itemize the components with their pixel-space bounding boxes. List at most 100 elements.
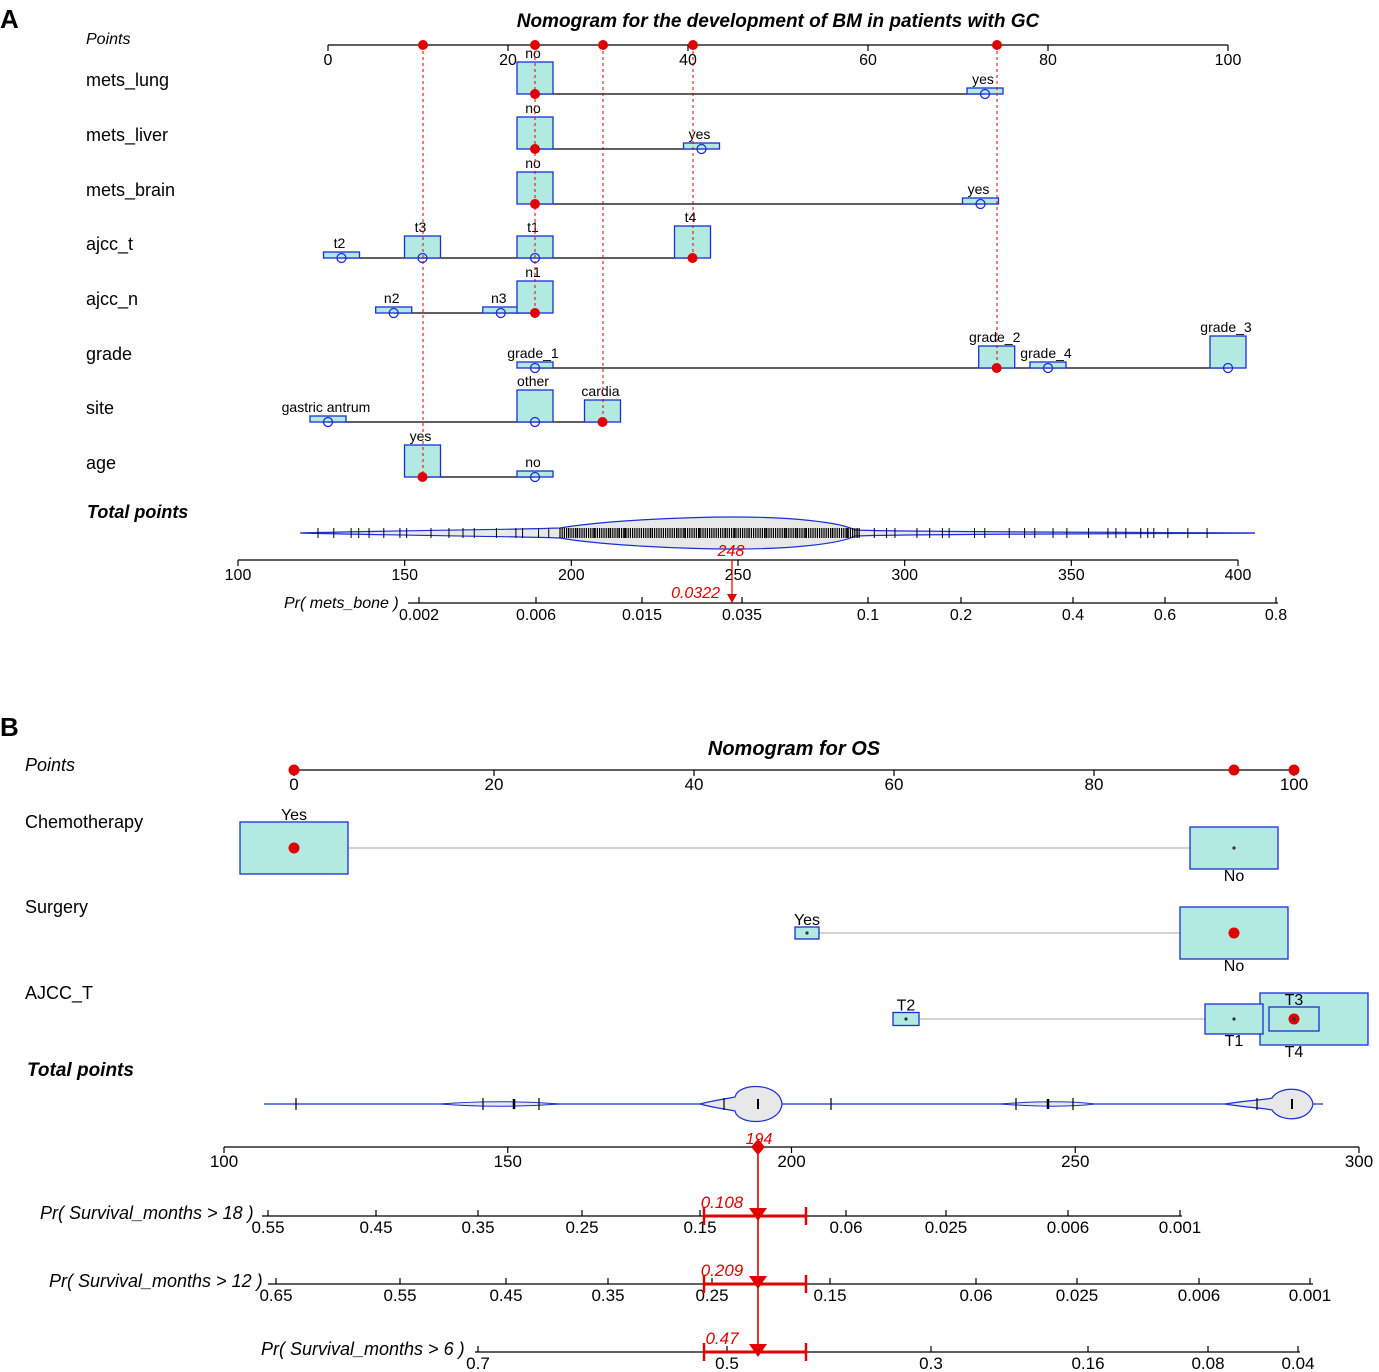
a-selected-point (417, 472, 428, 482)
panel-b-points-label: Points (25, 755, 75, 775)
a-level-label-yes: yes (972, 71, 994, 87)
panel-b: B Nomogram for OS Points 0 20 40 60 80 100 Ye… (0, 712, 1373, 1372)
a-points-axis-marker (688, 40, 698, 50)
panel-b-total-density (264, 1085, 1323, 1123)
a-level-box-t2 (322, 251, 361, 259)
a-row-mets-brain: no yes (516, 155, 1000, 210)
a-level-box-other (516, 389, 554, 423)
b-level-label-t3: T3 (1285, 992, 1304, 1009)
b-prob-axis-label: Pr( Survival_months > 6 ) (261, 1339, 465, 1359)
panel-a-row-labels: mets_lung mets_liver mets_brain ajcc_t ajcc_… (86, 70, 175, 473)
a-level-label-grade-2: grade_2 (969, 329, 1021, 345)
b-prob-tick-label: 0.006 (1047, 1218, 1090, 1237)
a-points-tick-label: 80 (1039, 52, 1057, 69)
b-points-axis-marker (288, 764, 300, 776)
b-prob-tick-label: 0.001 (1289, 1286, 1332, 1305)
panel-a-points-axis: 0 20 40 60 80 100 (324, 44, 1241, 69)
b-prob-axis-3: Pr( Survival_months > 6 )0.7 0.5 0.3 0.16 0.… (261, 1329, 1315, 1372)
b-prob-tick-label: 0.006 (1178, 1286, 1221, 1305)
a-level-label-t2: t2 (334, 235, 346, 251)
b-prob-tick-label: 0.7 (466, 1354, 490, 1372)
b-points-tick-label: 100 (1280, 775, 1308, 794)
a-level-point (529, 471, 541, 483)
a-level-label-grade-3: grade_3 (1200, 319, 1252, 335)
a-points-tick-label: 20 (499, 52, 517, 69)
b-prob-tick-label: 0.06 (959, 1286, 992, 1305)
panel-b-points-axis: 0 20 40 60 80 100 (288, 764, 1308, 794)
panel-a-total-points-axis: 100 150 200 250 300 350 400 (225, 559, 1252, 584)
b-prob-tick-label: 0.55 (383, 1286, 416, 1305)
a-selected-point (991, 363, 1002, 373)
panel-b-total-points-axis: 100 150 200 250 300 (210, 1146, 1373, 1171)
panel-b-title: Nomogram for OS (708, 738, 881, 760)
panel-b-total-label: Total points (27, 1060, 134, 1081)
b-prob-tick-label: 0.25 (695, 1286, 728, 1305)
b-prob-tick-label: 0.16 (1071, 1354, 1104, 1372)
a-row-label-ajcc-n: ajcc_n (86, 289, 138, 310)
a-level-box-grade-4 (1029, 361, 1067, 369)
b-prob-tick-label: 0.35 (461, 1218, 494, 1237)
b-row-label-ajcc-t: AJCC_T (25, 983, 93, 1004)
a-row-label-mets-liver: mets_liver (86, 125, 168, 146)
b-level-label-t2: T2 (897, 998, 916, 1015)
b-level-label-yes: Yes (794, 912, 820, 929)
panel-a-total-label: Total points (87, 502, 188, 522)
b-selected-point (288, 842, 300, 854)
panel-b-probability-axes: Pr( Survival_months > 18 ) 0.55 0.45 0.35 0.… (40, 1193, 1331, 1372)
panel-a-total-density (299, 516, 1256, 550)
a-level-point (1042, 362, 1054, 374)
a-level-label-t4: t4 (685, 209, 697, 225)
a-total-tick-label: 400 (1225, 567, 1252, 584)
a-row-site: gastric antrum other cardia (282, 373, 622, 428)
a-level-point (529, 416, 541, 428)
b-total-tick-label: 100 (210, 1152, 238, 1171)
b-points-tick-label: 80 (1085, 775, 1104, 794)
a-points-axis-marker (530, 40, 540, 50)
a-level-point (322, 416, 334, 428)
a-level-point (388, 307, 399, 319)
a-level-label-yes: yes (689, 126, 711, 142)
a-total-tick-label: 100 (225, 567, 252, 584)
b-prob-axis-1: Pr( Survival_months > 18 )0.55 0.45 0.35 0.… (40, 1193, 1201, 1237)
b-row-chemotherapy: Yes No (239, 807, 1279, 885)
b-prob-tick-label: 0.025 (925, 1218, 968, 1237)
a-selected-point (597, 417, 608, 427)
a-row-label-grade: grade (86, 344, 132, 364)
b-prob-tick-label: 0.25 (565, 1218, 598, 1237)
a-level-point (979, 88, 991, 100)
a-level-box-grade-3 (1209, 335, 1247, 369)
a-level-point (1222, 362, 1234, 374)
b-prob-axis-label: Pr( Survival_months > 18 ) (40, 1203, 254, 1223)
a-prob-tick-label: 0.1 (857, 607, 879, 624)
b-prob-tick-label: 0.45 (489, 1286, 522, 1305)
b-total-tick-label: 200 (777, 1152, 805, 1171)
b-prob-tick-label: 0.08 (1191, 1354, 1224, 1372)
a-level-box-n2 (375, 306, 413, 314)
a-row-label-site: site (86, 398, 114, 418)
b-prob-tick-label: 0.06 (829, 1218, 862, 1237)
b-total-tick-label: 300 (1345, 1152, 1373, 1171)
b-level-point (1292, 1017, 1296, 1021)
a-level-point (975, 198, 986, 210)
a-level-label-gastric-antrum: gastric antrum (282, 399, 371, 415)
b-row-surgery: No Yes (794, 906, 1289, 975)
a-level-label-no: no (525, 155, 541, 171)
panel-a: A Nomogram for the development of BM in … (0, 4, 1287, 624)
a-total-tick-label: 250 (725, 567, 752, 584)
a-row-label-age: age (86, 453, 116, 473)
a-prob-tick-label: 0.4 (1062, 607, 1084, 624)
a-total-tick-label: 300 (891, 567, 918, 584)
b-prob-value: 0.209 (701, 1261, 744, 1280)
panel-b-total-value: 194 (746, 1131, 773, 1148)
a-points-axis-marker (598, 40, 608, 50)
a-row-mets-liver: no yes (516, 100, 721, 155)
a-prob-tick-label: 0.015 (622, 607, 662, 624)
a-level-label-grade-4: grade_4 (1020, 345, 1072, 361)
a-level-box-yes (961, 197, 1000, 205)
b-total-tick-label: 250 (1061, 1152, 1089, 1171)
b-level-point (1232, 846, 1236, 850)
a-level-box-yes (682, 142, 721, 150)
b-level-label-no: No (1224, 958, 1245, 975)
